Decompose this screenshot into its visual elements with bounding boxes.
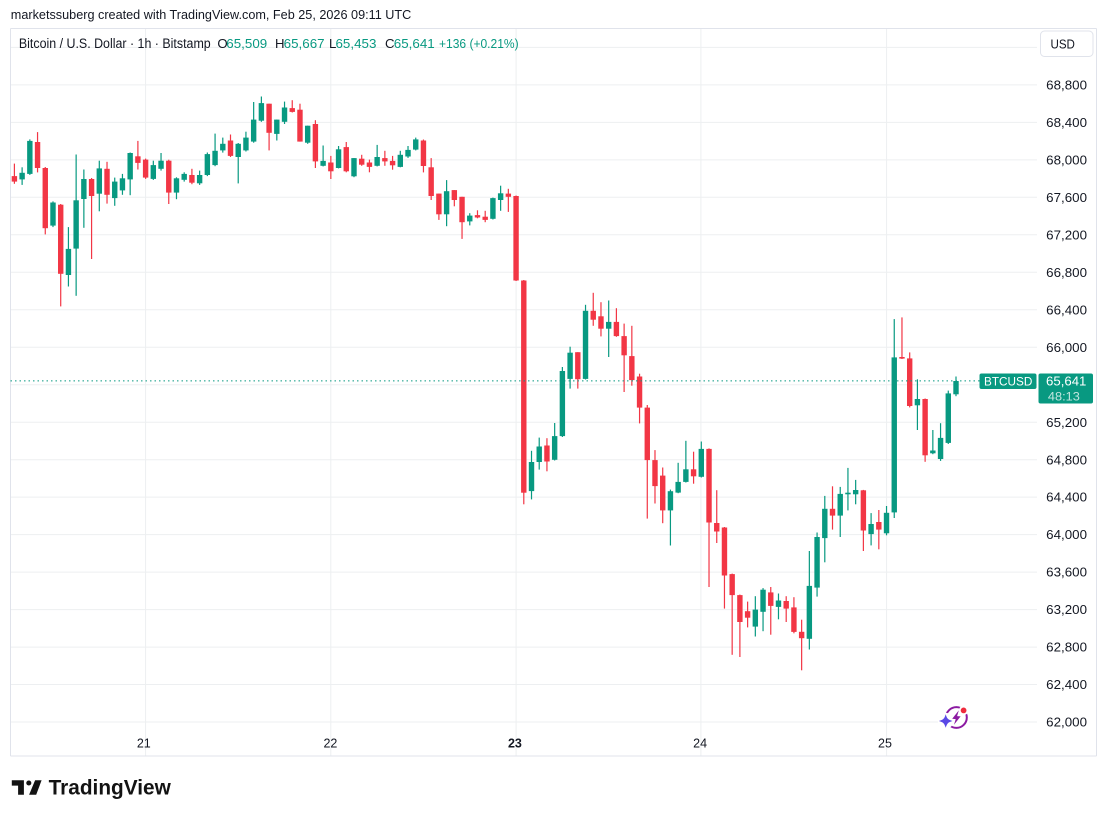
svg-text:+136 (+0.21%): +136 (+0.21%) — [439, 36, 519, 51]
svg-text:65,641: 65,641 — [1046, 375, 1086, 389]
svg-text:65,453: 65,453 — [336, 36, 377, 51]
svg-text:22: 22 — [323, 737, 337, 751]
svg-text:H: H — [275, 36, 285, 51]
svg-text:62,000: 62,000 — [1046, 715, 1087, 730]
svg-text:L: L — [329, 36, 336, 51]
svg-text:62,800: 62,800 — [1046, 640, 1087, 655]
svg-text:67,200: 67,200 — [1046, 227, 1087, 242]
svg-text:O: O — [217, 36, 227, 51]
svg-text:marketssuberg created with Tra: marketssuberg created with TradingView.c… — [11, 7, 412, 22]
svg-text:25: 25 — [878, 737, 892, 751]
svg-text:23: 23 — [508, 737, 522, 751]
svg-text:65,667: 65,667 — [284, 36, 325, 51]
svg-text:USD: USD — [1050, 36, 1075, 51]
svg-text:48:13: 48:13 — [1048, 390, 1080, 404]
svg-text:67,600: 67,600 — [1046, 190, 1087, 205]
svg-text:C: C — [385, 36, 395, 51]
svg-text:64,400: 64,400 — [1046, 490, 1087, 505]
svg-text:65,509: 65,509 — [226, 36, 267, 51]
svg-text:62,400: 62,400 — [1046, 677, 1087, 692]
svg-text:65,641: 65,641 — [394, 36, 435, 51]
svg-text:68,800: 68,800 — [1046, 78, 1087, 93]
svg-text:64,000: 64,000 — [1046, 527, 1087, 542]
svg-text:24: 24 — [693, 737, 707, 751]
svg-text:68,000: 68,000 — [1046, 153, 1087, 168]
svg-text:66,800: 66,800 — [1046, 265, 1087, 280]
svg-text:65,200: 65,200 — [1046, 415, 1087, 430]
svg-text:64,800: 64,800 — [1046, 452, 1087, 467]
svg-text:TradingView: TradingView — [49, 777, 172, 800]
svg-text:63,600: 63,600 — [1046, 565, 1087, 580]
svg-text:66,400: 66,400 — [1046, 302, 1087, 317]
svg-text:BTCUSD: BTCUSD — [984, 375, 1033, 389]
svg-text:21: 21 — [137, 737, 151, 751]
svg-text:63,200: 63,200 — [1046, 602, 1087, 617]
svg-text:68,400: 68,400 — [1046, 115, 1087, 130]
svg-text:66,000: 66,000 — [1046, 340, 1087, 355]
svg-text:Bitcoin / U.S. Dollar · 1h · B: Bitcoin / U.S. Dollar · 1h · Bitstamp — [19, 36, 211, 51]
